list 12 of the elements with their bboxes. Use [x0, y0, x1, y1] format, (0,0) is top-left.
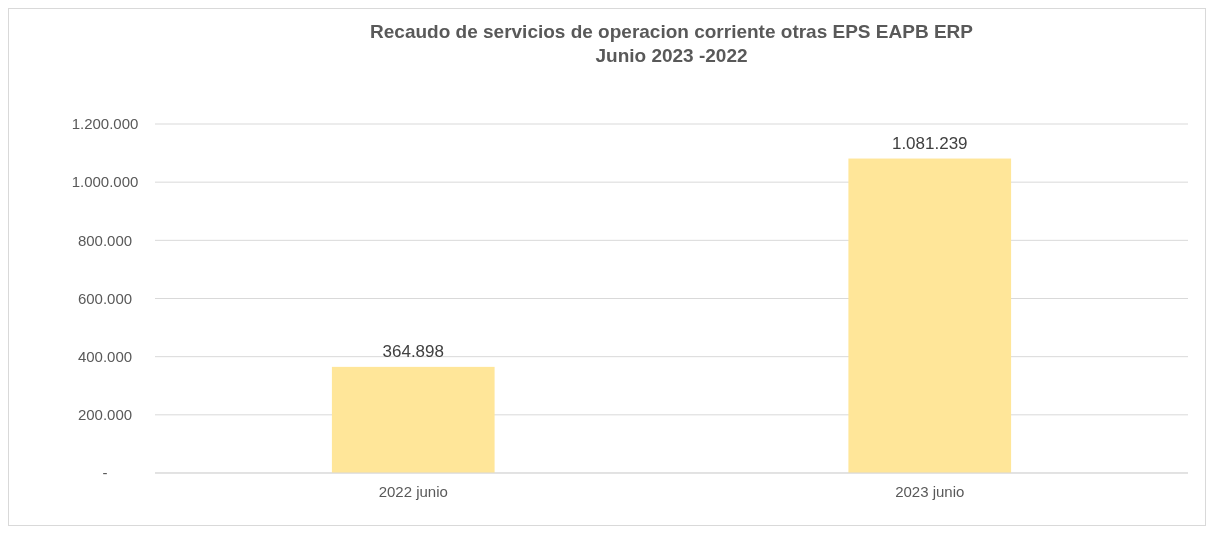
y-tick-label: 800.000: [77, 231, 133, 249]
y-tick-label: 600.000: [77, 289, 133, 307]
x-tick-label: 2023 junio: [895, 483, 965, 500]
y-tick-label: 1.200.000: [71, 115, 139, 133]
x-tick-label: 2022 junio: [378, 483, 448, 500]
y-tick-label: 400.000: [77, 347, 133, 365]
y-tick-label: -: [102, 464, 108, 482]
data-label: 1.081.239: [891, 133, 968, 153]
y-tick-label: 1.000.000: [71, 173, 139, 191]
data-label: 364.898: [382, 341, 444, 361]
chart-title: Recaudo de servicios de operacion corriente otras EPS EAPB ERP Junio 2023 -2022: [370, 21, 974, 66]
y-tick-label: 200.000: [77, 406, 133, 424]
